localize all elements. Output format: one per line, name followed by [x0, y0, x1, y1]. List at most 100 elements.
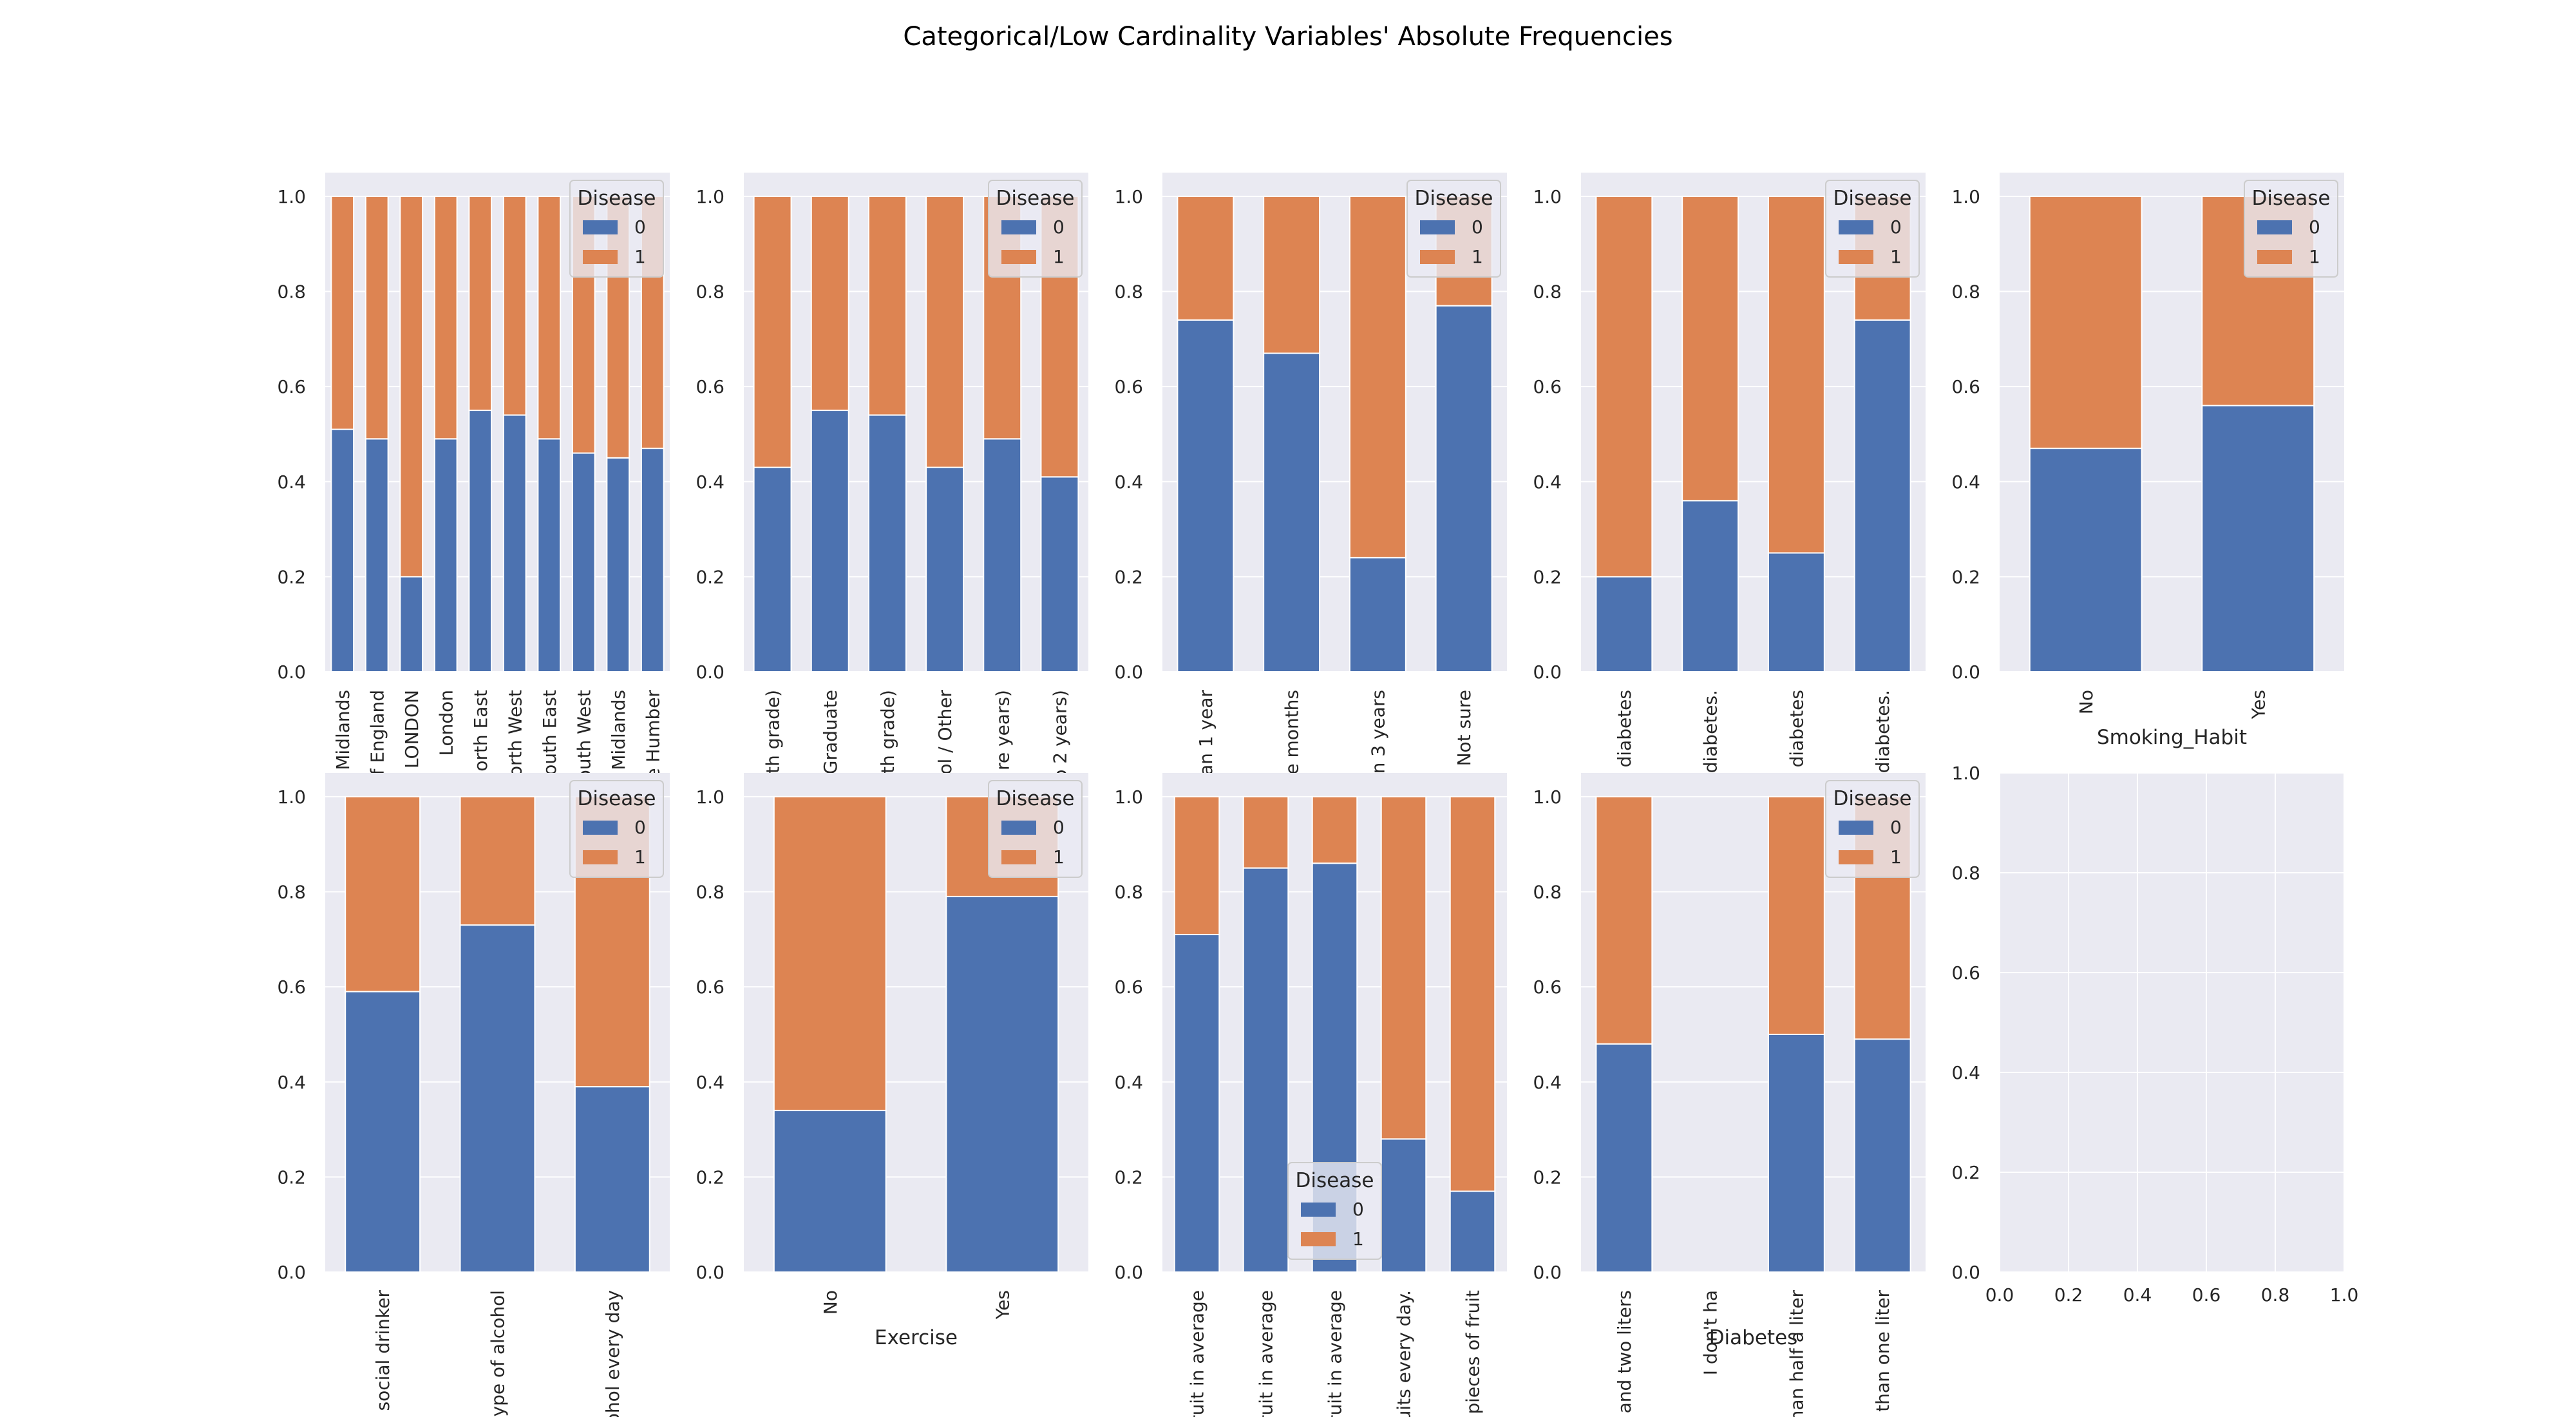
legend-title: Disease	[1833, 787, 1912, 810]
x-tick-label: outh West	[573, 690, 594, 781]
y-tick-label: 0.0	[1114, 661, 1143, 683]
legend: Disease 0 1	[1406, 180, 1501, 278]
figure-title: Categorical/Low Cardinality Variables' A…	[903, 22, 1672, 52]
legend-label-0: 0	[1472, 216, 1483, 238]
y-tick-label: 0.4	[1533, 1072, 1562, 1093]
x-tick-label: cohol every day	[602, 1290, 623, 1417]
subplot-9: 0.0 0.2 0.4 0.6 0.8 1.0 er and two liters I don…	[1533, 773, 1926, 1417]
bar-series-1	[459, 795, 536, 926]
x-tick-label: outh East	[539, 690, 560, 775]
bar-series-0	[1040, 476, 1079, 673]
subplot-2: 0.00.20.40.60.81.0th grade) Graduate th gr…	[696, 173, 1088, 781]
bar-series-1	[1173, 795, 1220, 935]
y-tick-label: 1.0	[1951, 186, 1980, 207]
legend-label-1: 1	[2309, 246, 2320, 267]
x-tick-label: th grade)	[762, 690, 784, 774]
x-tick-labels: a social drinker y type of alcohol cohol e…	[372, 1290, 623, 1417]
bar-series-0	[502, 414, 527, 673]
x-tick-label: y type of alcohol	[488, 1290, 509, 1417]
legend-swatch-1	[1001, 850, 1036, 864]
bar-series-0	[2201, 404, 2315, 673]
x-tick-label: th grade)	[877, 690, 898, 774]
legend-swatch-0	[1001, 220, 1036, 234]
x-tick-label: Midlands	[608, 690, 629, 770]
legend-label-1: 1	[634, 846, 646, 868]
bar-series-1	[365, 195, 389, 440]
legend-swatch-0	[1301, 1203, 1336, 1217]
bar-series-1	[1767, 195, 1825, 554]
bar-series-1	[1263, 195, 1321, 354]
y-tick-label: 1.0	[1533, 186, 1562, 207]
legend-title: Disease	[578, 787, 656, 810]
legend-title: Disease	[996, 787, 1075, 810]
x-tick-label: 0.0	[1985, 1284, 2014, 1306]
x-tick-label: Not sure	[1454, 690, 1475, 766]
legend: Disease 0 1	[1825, 180, 1920, 278]
legend-swatch-0	[583, 220, 618, 234]
bar-series-0	[1767, 1033, 1825, 1273]
x-tick-label: e months	[1282, 690, 1303, 775]
legend-swatch-0	[583, 821, 618, 835]
x-tick-labels: No Yes	[820, 1290, 1014, 1320]
legend: Disease 0 1	[569, 180, 664, 278]
x-tick-label: Yes	[992, 1290, 1013, 1320]
bar-series-0	[459, 924, 536, 1273]
y-tick-label: 0.2	[1533, 1166, 1562, 1188]
x-tick-labels: diabetes diabetes. diabetes diabetes.	[1614, 690, 1893, 773]
bar-series-0	[345, 991, 421, 1273]
y-tick-label: 0.2	[1533, 566, 1562, 587]
legend-title: Disease	[996, 187, 1075, 210]
x-tick-label: diabetes.	[1700, 690, 1721, 773]
x-axis-label: Smoking_Habit	[2097, 726, 2247, 749]
x-tick-label: 0.2	[2054, 1284, 2083, 1306]
bar-series-1	[399, 195, 424, 578]
subplot-grid: 0.0 0.2 0.4 0.6 0.8 1.0 Midlands f England LONDO…	[277, 173, 2358, 1417]
bar-series-0	[1242, 867, 1289, 1273]
bar-series-1	[537, 195, 562, 440]
x-tick-label: diabetes.	[1872, 690, 1893, 773]
bar-series-1	[753, 195, 792, 468]
bar-series-1	[810, 195, 849, 412]
bar-series-0	[1595, 576, 1653, 673]
x-tick-label: f fruit in average	[1187, 1290, 1208, 1417]
bar-series-1	[773, 795, 887, 1112]
y-tick-label: 0.0	[1533, 1262, 1562, 1283]
bar-series-0	[1681, 500, 1739, 672]
x-tick-label: 0.8	[2261, 1284, 2290, 1306]
x-tick-label: f England	[366, 690, 388, 775]
x-tick-labels: an 1 year e months n 3 years Not sure	[1195, 690, 1475, 775]
bar-series-0	[1767, 552, 1825, 672]
y-tick-label: 0.4	[1533, 471, 1562, 493]
y-tick-label: 0.4	[1114, 1072, 1143, 1093]
bar-series-1	[330, 195, 355, 430]
legend-label-0: 0	[1890, 216, 1902, 238]
legend-label-1: 1	[634, 246, 646, 267]
x-tick-label: Yes	[2248, 690, 2269, 719]
x-tick-label: 0.6	[2192, 1284, 2221, 1306]
legend-swatch-1	[1839, 850, 1873, 864]
legend-title: Disease	[1296, 1169, 1374, 1192]
bar-series-0	[468, 410, 493, 672]
bar-series-1	[1767, 795, 1825, 1035]
y-tick-label: 0.2	[277, 1166, 306, 1188]
bar-series-1	[1242, 795, 1289, 869]
y-tick-label: 0.4	[277, 471, 306, 493]
x-tick-label: a social drinker	[372, 1290, 393, 1417]
y-tick-label: 0.4	[277, 1072, 306, 1093]
legend-label-1: 1	[1472, 246, 1483, 267]
legend-label-1: 1	[1352, 1228, 1364, 1250]
y-tick-label: 1.0	[696, 186, 724, 207]
x-tick-label: Graduate	[820, 690, 841, 774]
y-tick-label: 1.0	[696, 786, 724, 808]
subplot-8: 0.00.20.40.60.81.0f fruit in average f fr…	[1114, 773, 1507, 1417]
bar-series-1	[433, 195, 458, 440]
legend: Disease 0 1	[988, 180, 1083, 278]
x-tick-labels: No Yes	[2076, 690, 2269, 719]
y-tick-label: 0.0	[1114, 1262, 1143, 1283]
y-tick-label: 1.0	[1114, 186, 1143, 207]
y-tick-label: 0.2	[277, 566, 306, 587]
legend: Disease 0 1	[1287, 1162, 1382, 1260]
bar-series-0	[2029, 448, 2143, 672]
bar-series-0	[537, 438, 562, 672]
